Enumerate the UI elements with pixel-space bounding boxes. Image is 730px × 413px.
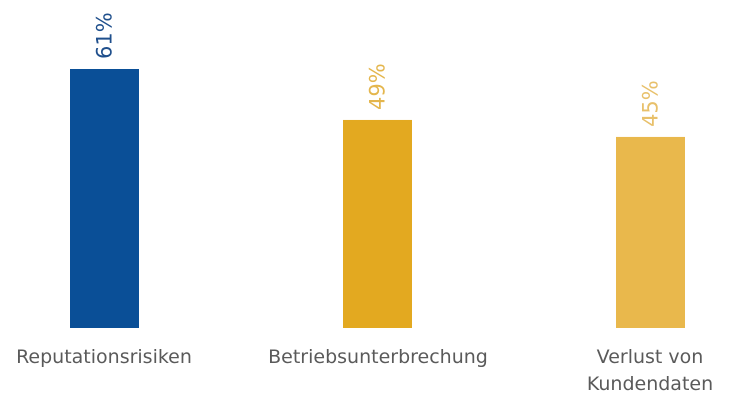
value-label-1: 61%	[93, 12, 117, 59]
bar-2	[343, 119, 412, 328]
bar-3	[616, 136, 685, 328]
bar-1	[70, 69, 139, 328]
value-label-3: 45%	[639, 80, 663, 127]
category-label-3: Verlust von	[597, 346, 704, 368]
category-label-3: Kundendaten	[587, 373, 713, 395]
category-label-2: Betriebsunterbrechung	[268, 346, 488, 368]
value-label-2: 49%	[366, 63, 390, 110]
category-label-1: Reputationsrisiken	[16, 346, 192, 368]
